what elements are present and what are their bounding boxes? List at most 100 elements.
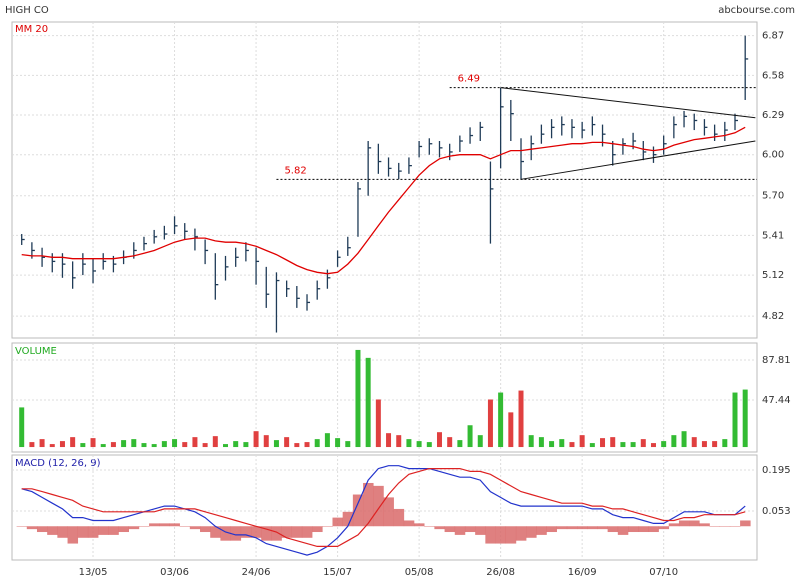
volume-bar — [569, 442, 575, 448]
y-tick-label: 4.82 — [762, 311, 784, 322]
volume-bar — [712, 441, 718, 448]
volume-bar — [141, 443, 147, 448]
histogram-bar — [403, 520, 415, 527]
volume-bar — [59, 441, 65, 448]
histogram-bar — [587, 526, 598, 530]
y-tick-label: 6.58 — [762, 70, 784, 81]
histogram-bar — [414, 523, 425, 527]
histogram-bar — [291, 526, 303, 538]
y-tick-label: 6.29 — [762, 110, 784, 121]
x-tick-label: 26/08 — [486, 567, 515, 578]
volume-bar — [110, 442, 116, 448]
volume-bar — [722, 439, 728, 448]
volume-bar — [263, 435, 269, 448]
chart-title: HIGH CO — [5, 5, 49, 16]
volume-bar — [90, 438, 96, 448]
histogram-bar — [383, 497, 394, 527]
x-tick-label: 24/06 — [242, 567, 271, 578]
volume-bar — [294, 443, 300, 448]
histogram-bar — [719, 526, 731, 527]
histogram-bar — [597, 526, 608, 530]
histogram-bar — [77, 526, 89, 538]
volume-bar — [487, 399, 493, 448]
volume-bar — [80, 443, 86, 448]
y-tick-label: 87.81 — [762, 355, 791, 366]
histogram-bar — [648, 526, 659, 533]
volume-bar — [661, 441, 667, 448]
volume-bar — [335, 438, 341, 448]
volume-bar — [610, 437, 616, 448]
histogram-bar — [729, 526, 741, 527]
volume-bar — [691, 437, 697, 448]
histogram-bar — [271, 526, 282, 541]
histogram-bar — [312, 526, 323, 533]
volume-bar — [640, 439, 646, 448]
histogram-bar — [342, 511, 354, 527]
histogram-bar — [628, 526, 639, 533]
histogram-bar — [159, 523, 170, 527]
volume-bar — [386, 433, 392, 448]
volume-bar — [600, 438, 606, 448]
volume-bar — [732, 392, 738, 448]
y-tick-label: 5.12 — [762, 270, 784, 281]
level-label: 5.82 — [284, 165, 306, 176]
volume-bar — [416, 441, 422, 448]
volume-bar — [121, 440, 127, 448]
histogram-bar — [454, 526, 466, 535]
histogram-bar — [485, 526, 496, 544]
volume-bar — [70, 437, 76, 448]
volume-bar — [324, 433, 330, 448]
histogram-bar — [464, 526, 476, 533]
volume-bar — [355, 349, 361, 448]
volume-bar — [406, 439, 412, 448]
volume-bar — [100, 444, 106, 448]
histogram-bar — [220, 526, 231, 541]
level-label: 6.49 — [458, 74, 480, 85]
x-tick-label: 13/05 — [79, 567, 108, 578]
volume-bar — [19, 407, 25, 448]
volume-bar — [182, 442, 188, 448]
trend-line — [520, 140, 756, 180]
volume-bar — [172, 439, 178, 448]
volume-bar — [559, 439, 565, 448]
histogram-bar — [108, 526, 119, 535]
histogram-bar — [200, 526, 211, 533]
histogram-bar — [363, 482, 374, 527]
histogram-bar — [740, 520, 751, 527]
volume-bar — [49, 444, 55, 448]
volume-bar — [284, 437, 290, 448]
histogram-bar — [577, 526, 588, 530]
histogram-bar — [47, 526, 58, 535]
histogram-bar — [26, 526, 38, 530]
histogram-bar — [230, 526, 242, 541]
volume-bar — [701, 441, 707, 448]
volume-bar — [436, 432, 442, 448]
y-tick-label: 5.41 — [762, 230, 784, 241]
histogram-bar — [281, 526, 293, 538]
x-tick-label: 03/06 — [160, 567, 189, 578]
volume-bar — [681, 431, 687, 448]
histogram-bar — [128, 526, 140, 530]
moving-average — [21, 126, 746, 275]
volume-title: VOLUME — [15, 346, 57, 357]
histogram-bar — [352, 494, 364, 527]
y-tick-label: 6.87 — [762, 31, 784, 42]
volume-bar — [375, 399, 381, 448]
histogram-bar — [658, 526, 670, 530]
histogram-bar — [322, 526, 333, 527]
x-tick-label: 16/09 — [568, 567, 597, 578]
x-tick-label: 05/08 — [405, 567, 434, 578]
y-tick-label: 0.195 — [762, 465, 791, 476]
histogram-bar — [57, 526, 68, 538]
volume-bar — [426, 442, 432, 448]
volume-bar — [304, 442, 310, 448]
volume-bar — [518, 390, 524, 448]
volume-bar — [192, 437, 198, 448]
histogram-bar — [556, 526, 568, 530]
histogram-bar — [689, 520, 700, 527]
histogram-bar — [678, 520, 690, 527]
histogram-bar — [261, 526, 272, 541]
histogram-bar — [16, 526, 28, 527]
